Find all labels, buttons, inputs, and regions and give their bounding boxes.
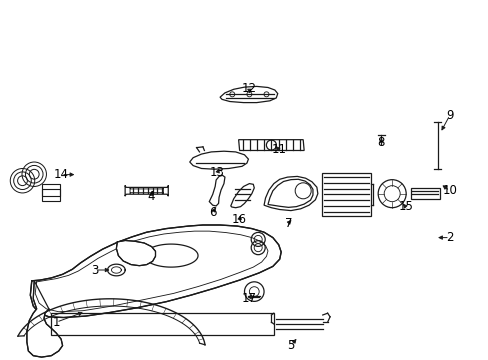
Text: 2: 2 (445, 231, 453, 244)
Text: 5: 5 (286, 339, 294, 352)
Text: 12: 12 (242, 82, 256, 95)
Text: 4: 4 (147, 190, 155, 203)
Text: 11: 11 (271, 143, 285, 156)
Polygon shape (27, 281, 62, 357)
Polygon shape (30, 225, 281, 318)
Bar (410, 188, 439, 199)
Text: 3: 3 (91, 264, 99, 276)
Text: 14: 14 (54, 168, 68, 181)
Text: 10: 10 (442, 184, 456, 197)
Bar (41, 189, 60, 201)
Text: 17: 17 (242, 292, 256, 305)
Polygon shape (144, 244, 198, 267)
Text: 6: 6 (208, 206, 216, 219)
Polygon shape (116, 240, 155, 266)
Text: 16: 16 (232, 213, 246, 226)
Text: 15: 15 (398, 201, 412, 213)
Text: 9: 9 (445, 109, 453, 122)
Text: 1: 1 (52, 316, 60, 329)
Text: 7: 7 (284, 217, 292, 230)
Text: 8: 8 (377, 136, 385, 149)
Bar (41, 184, 60, 195)
Bar (51, 313, 273, 335)
Text: 13: 13 (210, 166, 224, 179)
